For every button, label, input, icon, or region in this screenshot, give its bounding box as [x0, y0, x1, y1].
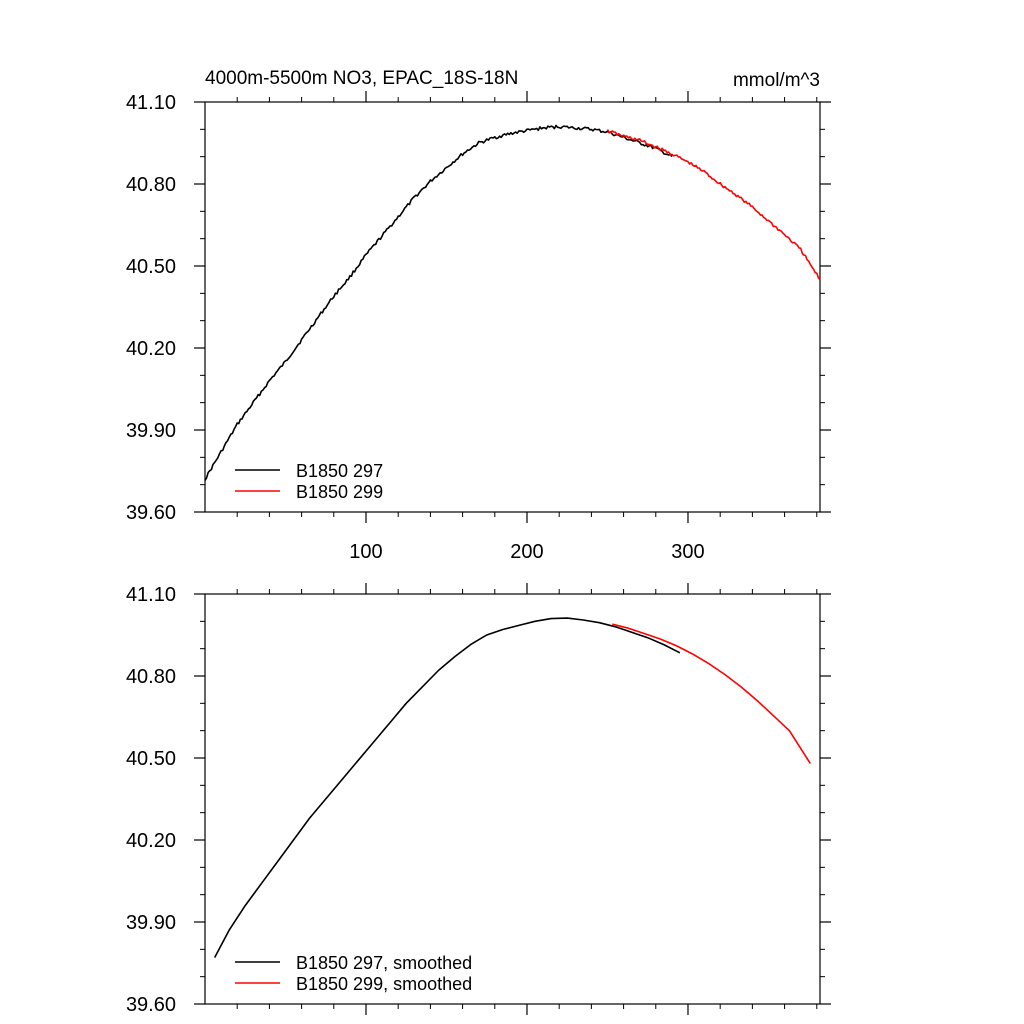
x-tick-label: 300: [671, 541, 704, 563]
y-tick-label: 39.90: [126, 420, 176, 442]
x-tick-label: 200: [510, 541, 543, 563]
series-line-1: [213, 617, 681, 958]
y-tick-label: 40.20: [126, 338, 176, 360]
series-line-2: [612, 623, 811, 764]
chart-panel-2: 39.60 39.90 40.20 40.50 40.80 41.10 B1850 297,…: [126, 583, 831, 1016]
y-tick-label: 40.50: [126, 256, 176, 278]
units-label: mmol/m^3: [733, 70, 820, 91]
y-tick-label: 39.60: [126, 994, 176, 1016]
plot-frame: [204, 593, 821, 1005]
legend-label: B1850 297, smoothed: [296, 953, 472, 973]
y-tick-label: 40.80: [126, 666, 176, 688]
x-tick-label: 100: [349, 541, 382, 563]
series-line-1: [204, 124, 673, 481]
y-tick-label: 40.80: [126, 174, 176, 196]
chart-title: 4000m-5500m NO3, EPAC_18S-18N: [205, 68, 518, 89]
y-tick-label: 39.90: [126, 912, 176, 934]
y-tick-label: 41.10: [126, 584, 176, 606]
y-tick-label: 40.50: [126, 748, 176, 770]
y-tick-label: 39.60: [126, 502, 176, 524]
chart-panel-1: 39.60 39.90 40.20 40.50 40.80 41.10 100 200 300 B…: [126, 91, 831, 563]
legend-label: B1850 297: [296, 461, 383, 481]
y-tick-label: 40.20: [126, 830, 176, 852]
series-line-2: [606, 129, 821, 281]
legend-label: B1850 299, smoothed: [296, 974, 472, 994]
y-tick-label: 41.10: [126, 92, 176, 114]
legend-label: B1850 299: [296, 482, 383, 502]
plot-frame: [204, 101, 821, 513]
